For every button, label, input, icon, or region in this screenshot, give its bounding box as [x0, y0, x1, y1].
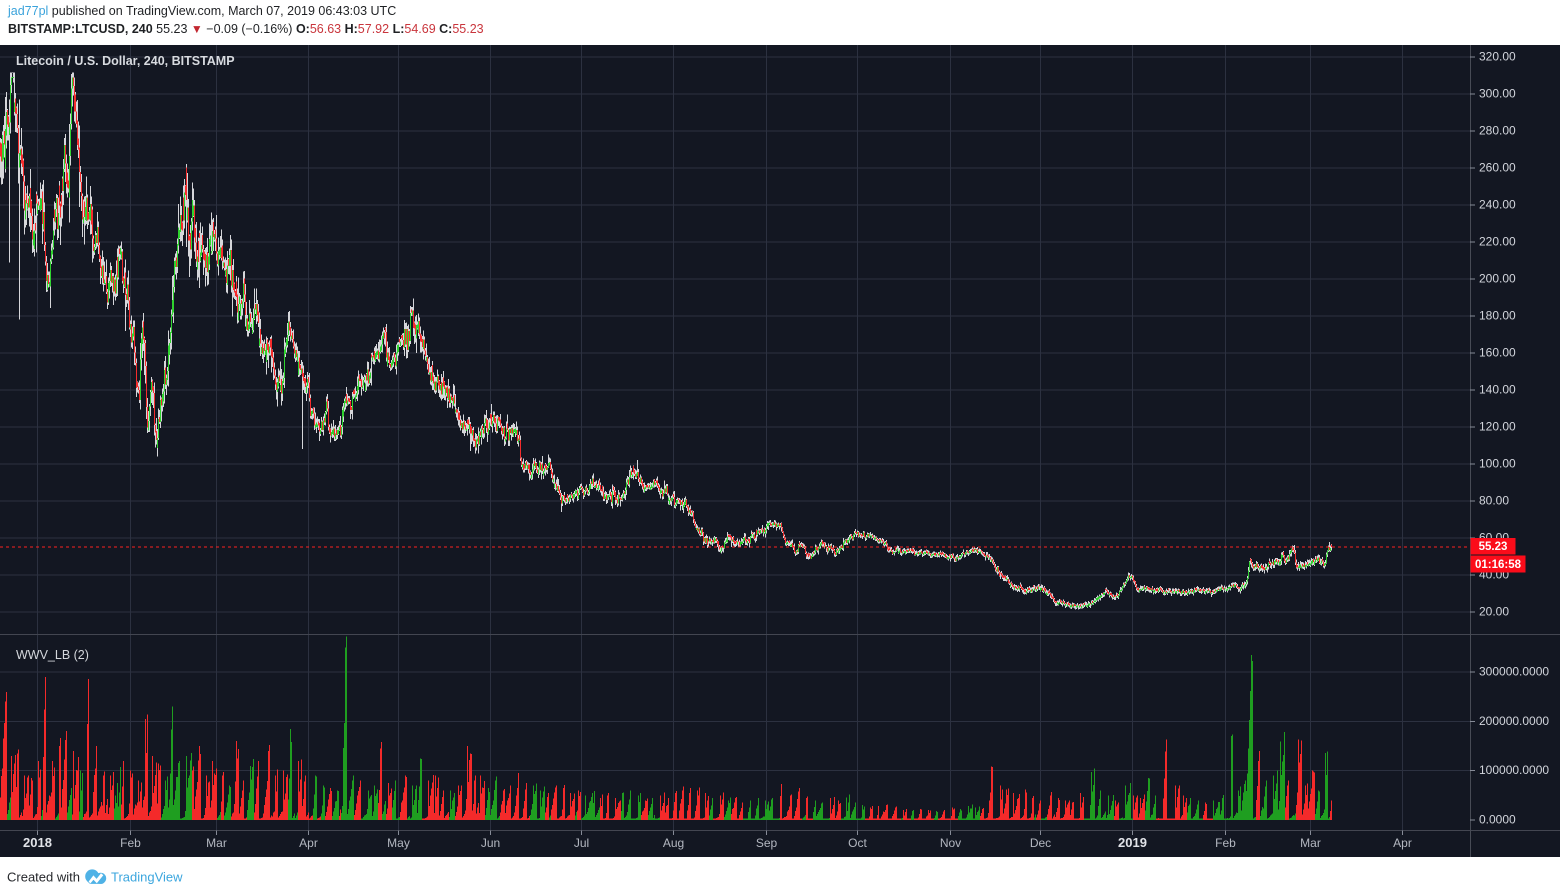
svg-text:100000.0000: 100000.0000	[1479, 763, 1549, 777]
svg-text:2019: 2019	[1118, 835, 1147, 850]
svg-text:180.00: 180.00	[1479, 309, 1516, 323]
svg-text:Apr: Apr	[299, 836, 318, 850]
svg-text:Dec: Dec	[1030, 836, 1051, 850]
svg-text:320.00: 320.00	[1479, 50, 1516, 64]
svg-text:160.00: 160.00	[1479, 346, 1516, 360]
svg-text:May: May	[387, 836, 410, 850]
svg-text:220.00: 220.00	[1479, 235, 1516, 249]
svg-text:01:16:58: 01:16:58	[1475, 559, 1522, 571]
svg-text:280.00: 280.00	[1479, 124, 1516, 138]
svg-text:Aug: Aug	[663, 836, 684, 850]
svg-text:20.00: 20.00	[1479, 605, 1509, 619]
svg-text:80.00: 80.00	[1479, 494, 1509, 508]
svg-text:120.00: 120.00	[1479, 420, 1516, 434]
svg-text:Apr: Apr	[1393, 836, 1412, 850]
svg-text:300000.0000: 300000.0000	[1479, 665, 1549, 679]
svg-text:2018: 2018	[23, 835, 52, 850]
svg-text:Mar: Mar	[206, 836, 227, 850]
svg-text:Feb: Feb	[1215, 836, 1236, 850]
svg-text:200000.0000: 200000.0000	[1479, 714, 1549, 728]
svg-text:Feb: Feb	[120, 836, 141, 850]
svg-text:100.00: 100.00	[1479, 457, 1516, 471]
svg-text:55.23: 55.23	[1479, 541, 1508, 553]
svg-text:Mar: Mar	[1300, 836, 1321, 850]
svg-text:Nov: Nov	[940, 836, 961, 850]
svg-text:260.00: 260.00	[1479, 161, 1516, 175]
svg-text:Sep: Sep	[756, 836, 778, 850]
svg-text:Jun: Jun	[481, 836, 500, 850]
svg-text:Oct: Oct	[848, 836, 867, 850]
svg-text:140.00: 140.00	[1479, 383, 1516, 397]
svg-text:0.0000: 0.0000	[1479, 813, 1516, 827]
svg-text:Litecoin / U.S. Dollar, 240, B: Litecoin / U.S. Dollar, 240, BITSTAMP	[16, 54, 235, 68]
svg-text:200.00: 200.00	[1479, 272, 1516, 286]
svg-text:300.00: 300.00	[1479, 87, 1516, 101]
svg-text:Jul: Jul	[574, 836, 589, 850]
svg-text:WWV_LB (2): WWV_LB (2)	[16, 648, 89, 662]
svg-text:240.00: 240.00	[1479, 198, 1516, 212]
